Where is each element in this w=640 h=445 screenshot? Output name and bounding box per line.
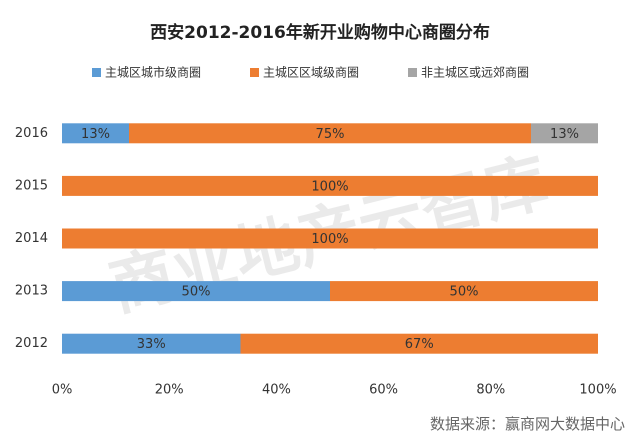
bar-segment [62, 228, 598, 249]
x-tick-label: 0% [52, 383, 73, 398]
legend-label: 主城区区域级商圈 [263, 65, 359, 80]
x-tick-label: 60% [369, 383, 398, 398]
value-label: 50% [450, 285, 479, 300]
value-label: 67% [405, 337, 434, 352]
source-note: 数据来源：赢商网大数据中心 [430, 415, 625, 433]
value-label: 13% [81, 127, 110, 142]
legend-swatch [92, 68, 101, 77]
legend-swatch [408, 68, 417, 77]
value-label: 50% [182, 285, 211, 300]
bar-segment [240, 333, 598, 354]
value-label: 100% [311, 232, 348, 247]
legend-label: 主城区城市级商圈 [105, 65, 201, 80]
x-tick-label: 20% [155, 383, 184, 398]
legend-label: 非主城区或远郊商圈 [421, 65, 529, 80]
bar-segment [62, 123, 129, 144]
bar-segment [330, 281, 598, 302]
x-tick-label: 100% [579, 383, 616, 398]
bar-segment [531, 123, 598, 144]
bar-segment [62, 175, 598, 196]
x-tick-label: 40% [262, 383, 291, 398]
y-tick-label: 2013 [15, 284, 48, 299]
chart-title: 西安2012-2016年新开业购物中心商圈分布 [150, 22, 490, 43]
x-tick-label: 80% [476, 383, 505, 398]
y-tick-label: 2015 [15, 178, 48, 193]
y-tick-label: 2014 [15, 231, 48, 246]
value-label: 100% [311, 179, 348, 194]
bar-segment [62, 281, 330, 302]
y-tick-label: 2012 [15, 336, 48, 351]
bar-segment [62, 333, 241, 354]
value-label: 75% [316, 127, 345, 142]
value-label: 33% [137, 337, 166, 352]
y-tick-label: 2016 [15, 126, 48, 141]
value-label: 13% [550, 127, 579, 142]
legend-swatch [250, 68, 259, 77]
bar-segment [129, 123, 531, 144]
